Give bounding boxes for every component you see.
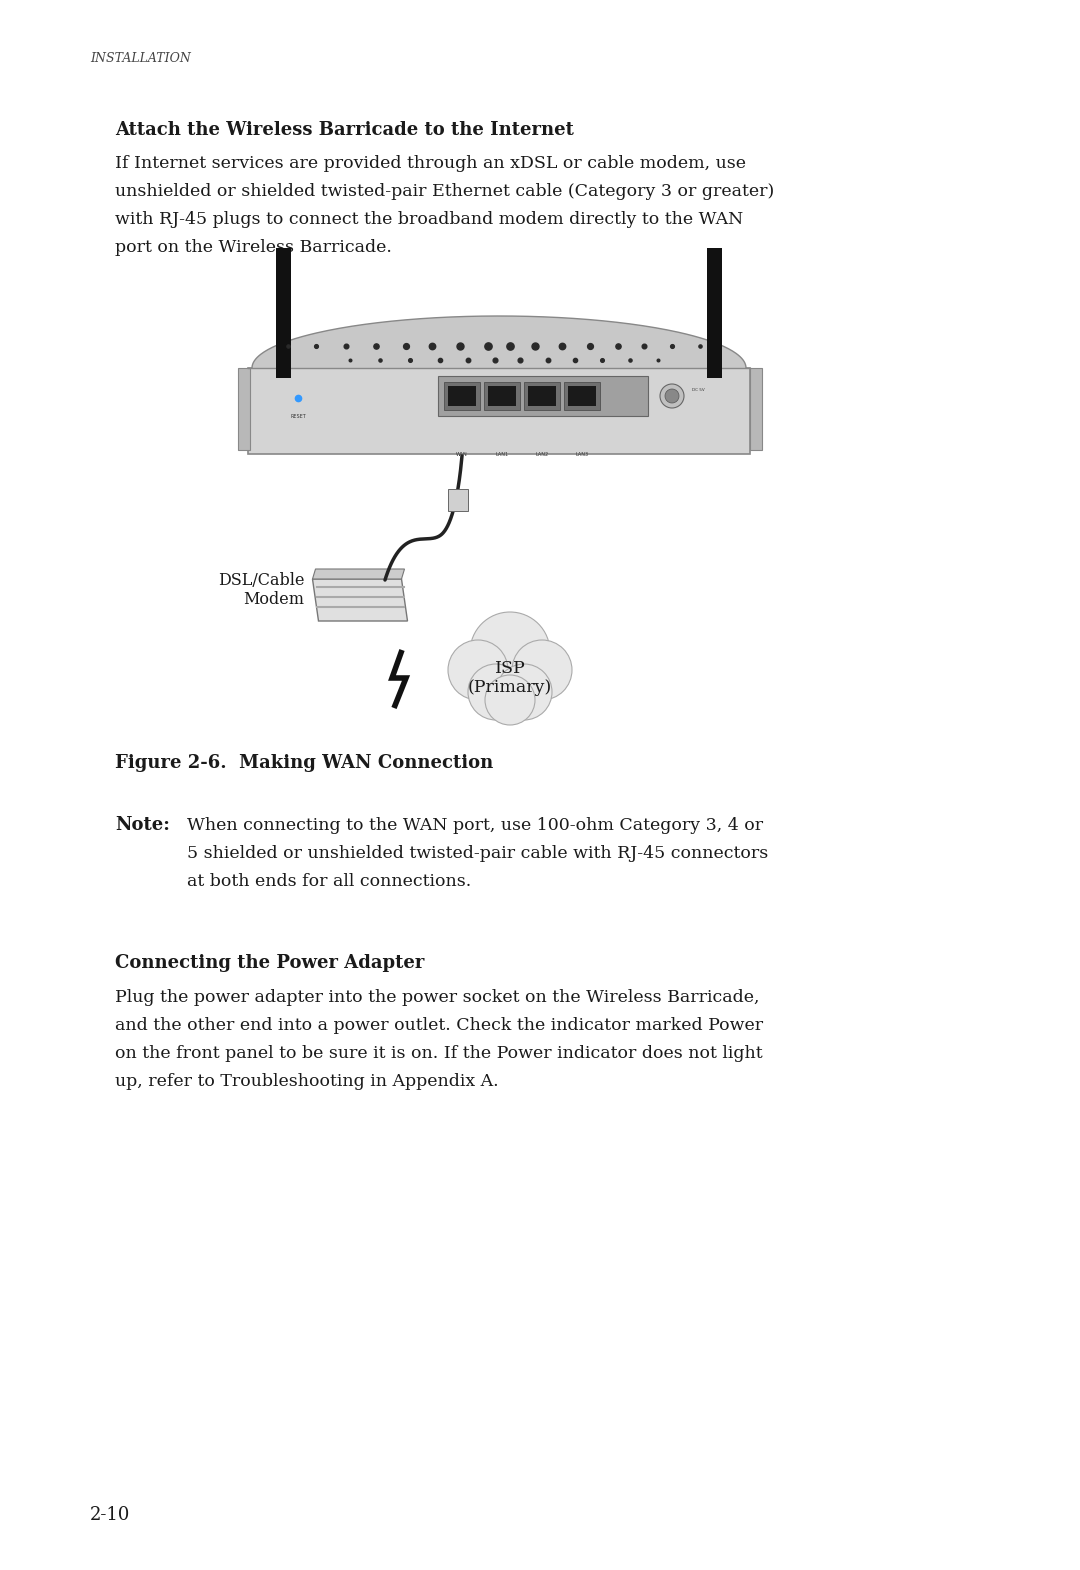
Bar	[488, 386, 516, 407]
Bar	[750, 367, 762, 451]
Bar	[484, 382, 519, 410]
Text: INSTALLATION: INSTALLATION	[90, 52, 191, 64]
Text: Plug the power adapter into the power socket on the Wireless Barricade,: Plug the power adapter into the power so…	[114, 989, 759, 1006]
Circle shape	[512, 641, 572, 700]
Text: 5 shielded or unshielded twisted-pair cable with RJ-45 connectors: 5 shielded or unshielded twisted-pair ca…	[187, 845, 768, 862]
Bar	[568, 386, 596, 407]
Bar	[524, 382, 561, 410]
Polygon shape	[312, 579, 407, 622]
Circle shape	[468, 664, 524, 721]
Bar	[438, 375, 648, 416]
Text: up, refer to Troubleshooting in Appendix A.: up, refer to Troubleshooting in Appendix…	[114, 1072, 499, 1090]
Text: Attach the Wireless Barricade to the Internet: Attach the Wireless Barricade to the Int…	[114, 121, 573, 140]
Text: LAN3: LAN3	[576, 452, 589, 457]
Text: with RJ-45 plugs to connect the broadband modem directly to the WAN: with RJ-45 plugs to connect the broadban…	[114, 210, 743, 228]
Bar	[276, 248, 291, 378]
Bar	[248, 367, 750, 454]
Text: DC 5V: DC 5V	[692, 388, 705, 392]
Text: Connecting the Power Adapter: Connecting the Power Adapter	[114, 955, 424, 972]
Circle shape	[485, 675, 535, 725]
Text: RESET: RESET	[291, 414, 306, 419]
Text: at both ends for all connections.: at both ends for all connections.	[187, 873, 471, 890]
Bar	[564, 382, 600, 410]
Text: When connecting to the WAN port, use 100-ohm Category 3, 4 or: When connecting to the WAN port, use 100…	[187, 816, 764, 834]
Text: DSL/Cable
Modem: DSL/Cable Modem	[218, 571, 305, 608]
Bar	[444, 382, 480, 410]
Bar	[528, 386, 556, 407]
Text: If Internet services are provided through an xDSL or cable modem, use: If Internet services are provided throug…	[114, 155, 746, 173]
Text: LAN1: LAN1	[496, 452, 509, 457]
Text: on the front panel to be sure it is on. If the Power indicator does not light: on the front panel to be sure it is on. …	[114, 1046, 762, 1061]
Text: Figure 2-6.  Making WAN Connection: Figure 2-6. Making WAN Connection	[114, 754, 494, 772]
Circle shape	[665, 389, 679, 403]
Circle shape	[660, 385, 684, 408]
Bar	[707, 248, 723, 378]
Circle shape	[448, 641, 508, 700]
Text: and the other end into a power outlet. Check the indicator marked Power: and the other end into a power outlet. C…	[114, 1017, 764, 1035]
Text: ISP
(Primary): ISP (Primary)	[468, 659, 552, 697]
Text: 2-10: 2-10	[90, 1506, 131, 1524]
Text: port on the Wireless Barricade.: port on the Wireless Barricade.	[114, 239, 392, 256]
Circle shape	[496, 664, 552, 721]
Text: Note:: Note:	[114, 816, 170, 834]
Bar	[238, 367, 249, 451]
Text: WAN: WAN	[456, 452, 468, 457]
Text: LAN2: LAN2	[536, 452, 549, 457]
Text: unshielded or shielded twisted-pair Ethernet cable (Category 3 or greater): unshielded or shielded twisted-pair Ethe…	[114, 184, 774, 199]
Bar	[448, 386, 476, 407]
Circle shape	[470, 612, 550, 692]
Polygon shape	[312, 568, 405, 579]
Bar	[448, 488, 468, 510]
